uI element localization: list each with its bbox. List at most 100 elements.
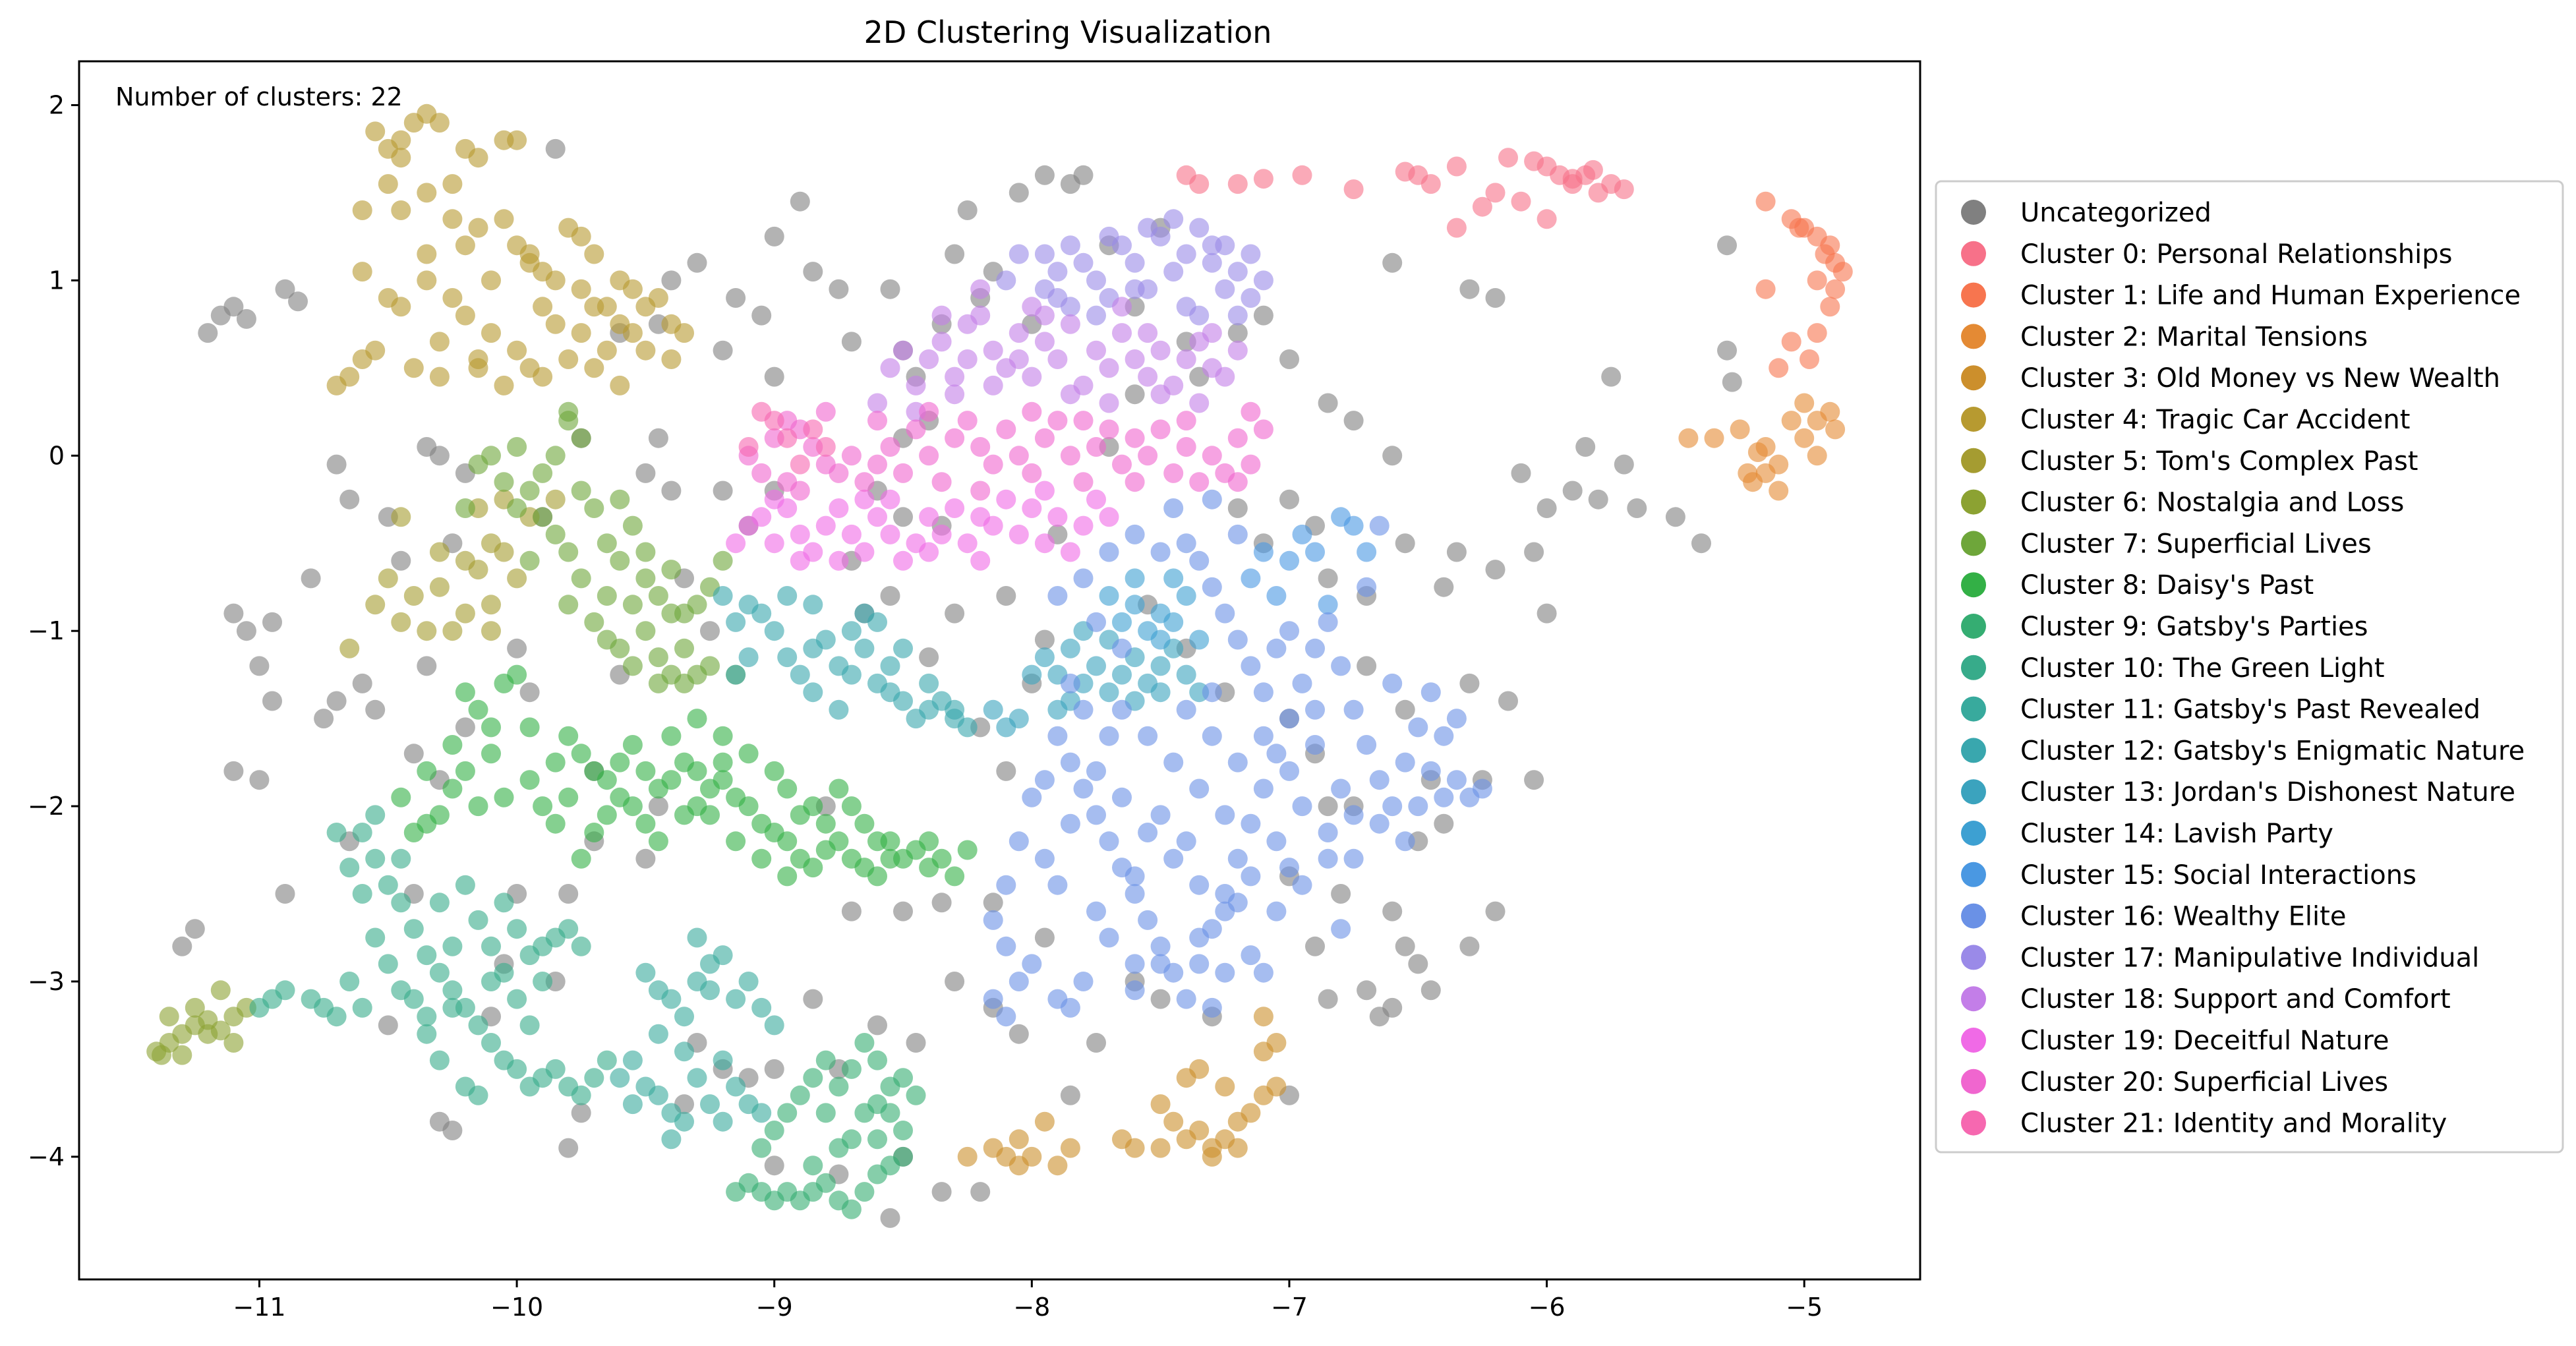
- data-point: [1395, 936, 1415, 956]
- data-point: [519, 682, 540, 703]
- data-point: [152, 1045, 171, 1065]
- data-point: [648, 1024, 668, 1044]
- data-point: [1034, 647, 1055, 668]
- data-point: [713, 1111, 733, 1132]
- data-point: [1583, 160, 1603, 180]
- data-point: [1343, 179, 1364, 200]
- series-14: [983, 621, 1210, 738]
- data-point: [841, 664, 862, 685]
- data-point: [1047, 699, 1068, 720]
- y-tick-label: −3: [28, 967, 65, 996]
- data-point: [545, 138, 566, 159]
- y-tick-label: 2: [49, 90, 65, 119]
- data-point: [1485, 288, 1506, 308]
- legend-marker: [1961, 738, 1986, 763]
- data-point: [1022, 401, 1042, 422]
- data-point: [841, 1059, 862, 1079]
- data-point: [507, 1059, 527, 1079]
- data-point: [455, 717, 475, 738]
- data-point: [880, 489, 900, 510]
- data-point: [841, 446, 862, 466]
- data-point: [507, 437, 527, 457]
- data-point: [790, 1085, 810, 1105]
- data-point: [713, 752, 733, 773]
- data-point: [919, 647, 939, 668]
- data-point: [829, 699, 849, 720]
- data-point: [1189, 174, 1210, 194]
- legend-marker: [1961, 407, 1986, 432]
- series-18: [996, 209, 1273, 326]
- data-point: [429, 113, 450, 133]
- data-point: [468, 358, 488, 378]
- data-point: [1253, 270, 1273, 291]
- data-point: [1138, 823, 1158, 842]
- data-point: [597, 770, 617, 790]
- data-point: [1227, 472, 1248, 492]
- data-point: [648, 1085, 668, 1105]
- data-point: [481, 621, 501, 641]
- data-point: [1150, 936, 1171, 956]
- data-point: [545, 813, 566, 834]
- data-point: [1807, 323, 1827, 343]
- data-point: [1009, 323, 1029, 343]
- y-axis: 2 1 0 −1 −2 −3 −4: [28, 90, 79, 1171]
- data-point: [764, 533, 784, 554]
- plot-points: [146, 103, 1853, 1228]
- data-point: [893, 507, 913, 527]
- data-point: [1279, 761, 1299, 781]
- data-point: [481, 936, 501, 956]
- data-point: [906, 419, 926, 440]
- data-point: [1794, 428, 1815, 448]
- data-point: [945, 366, 965, 387]
- data-point: [442, 1121, 463, 1140]
- data-point: [1073, 778, 1094, 799]
- data-point: [996, 1007, 1016, 1027]
- data-point: [1034, 1111, 1055, 1132]
- data-point: [1241, 866, 1261, 887]
- data-point: [1395, 752, 1415, 773]
- data-point: [326, 691, 347, 711]
- data-point: [1189, 305, 1210, 326]
- data-point: [1034, 533, 1055, 554]
- data-point: [172, 1045, 192, 1065]
- legend-label: Cluster 0: Personal Relationships: [2020, 239, 2452, 270]
- data-point: [455, 305, 475, 326]
- data-point: [1227, 305, 1248, 326]
- data-point: [275, 884, 295, 904]
- data-point: [893, 901, 913, 922]
- data-point: [1331, 656, 1351, 676]
- data-point: [1241, 244, 1261, 264]
- data-point: [1292, 524, 1312, 544]
- data-point: [1034, 848, 1055, 869]
- data-point: [957, 840, 978, 860]
- data-point: [468, 910, 488, 930]
- data-point: [1163, 498, 1184, 518]
- x-tick-label: −10: [490, 1293, 543, 1322]
- data-point: [1086, 305, 1106, 326]
- data-point: [1086, 805, 1106, 825]
- data-point: [571, 848, 591, 869]
- data-point: [365, 595, 386, 615]
- data-point: [893, 463, 913, 483]
- data-point: [468, 560, 488, 580]
- data-point: [751, 1103, 772, 1123]
- data-point: [1138, 910, 1158, 930]
- data-point: [957, 1146, 978, 1167]
- data-point: [391, 200, 411, 220]
- data-point: [841, 901, 862, 922]
- data-point: [970, 1182, 991, 1202]
- data-point: [1832, 262, 1853, 282]
- data-point: [610, 638, 630, 658]
- data-point: [790, 454, 810, 475]
- data-point: [764, 366, 784, 387]
- data-point: [1562, 481, 1583, 501]
- data-point: [249, 770, 270, 790]
- data-point: [777, 428, 798, 448]
- data-point: [571, 568, 591, 589]
- x-tick-label: −6: [1529, 1293, 1566, 1322]
- data-point: [738, 972, 759, 991]
- data-point: [1420, 174, 1441, 194]
- data-point: [1678, 428, 1699, 448]
- data-point: [1047, 586, 1068, 606]
- data-point: [1382, 446, 1403, 466]
